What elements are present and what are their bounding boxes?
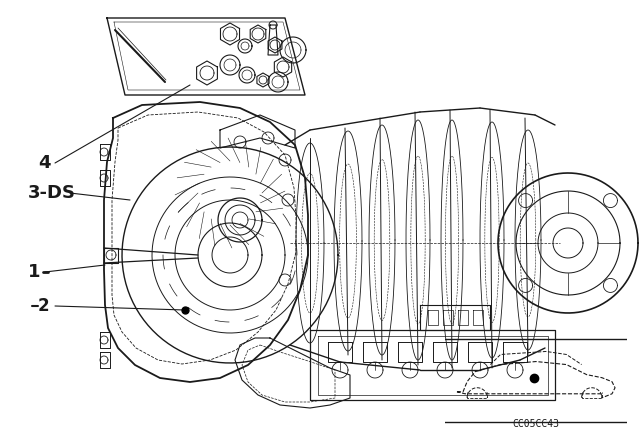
Text: 4: 4 (38, 154, 51, 172)
Text: 3-DS: 3-DS (28, 184, 76, 202)
Text: CC05CC43: CC05CC43 (513, 419, 559, 429)
Text: 1: 1 (28, 263, 40, 281)
Text: 2: 2 (38, 297, 50, 315)
